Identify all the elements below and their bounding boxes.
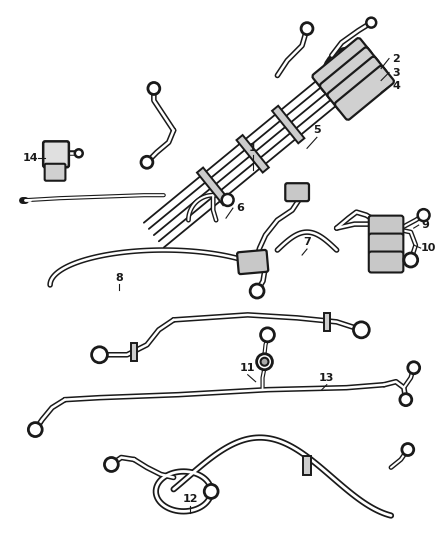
Bar [237, 135, 269, 173]
Text: 11: 11 [240, 363, 255, 373]
Circle shape [104, 457, 118, 472]
Circle shape [141, 156, 153, 168]
Circle shape [257, 354, 272, 370]
Text: 4: 4 [392, 82, 400, 92]
Bar [303, 456, 311, 475]
Circle shape [301, 22, 313, 35]
Circle shape [204, 484, 218, 498]
Circle shape [75, 149, 83, 157]
Circle shape [261, 328, 274, 342]
FancyBboxPatch shape [327, 56, 386, 110]
FancyBboxPatch shape [45, 164, 65, 181]
Text: 10: 10 [421, 243, 436, 253]
Circle shape [353, 322, 369, 338]
Text: 8: 8 [115, 273, 123, 283]
FancyBboxPatch shape [237, 250, 268, 274]
Bar [131, 343, 137, 361]
Circle shape [400, 394, 412, 406]
Text: 12: 12 [183, 495, 198, 504]
Text: 13: 13 [319, 373, 335, 383]
FancyBboxPatch shape [43, 141, 69, 167]
Text: 14: 14 [22, 154, 38, 163]
Text: 1: 1 [249, 143, 257, 154]
Circle shape [402, 443, 414, 456]
Circle shape [261, 358, 268, 366]
Circle shape [366, 18, 376, 28]
Text: 3: 3 [392, 68, 400, 77]
Circle shape [250, 284, 264, 298]
Text: 6: 6 [236, 203, 244, 213]
Text: 5: 5 [313, 125, 321, 135]
Bar [324, 313, 330, 331]
Circle shape [404, 253, 418, 267]
Text: 2: 2 [392, 53, 400, 63]
FancyBboxPatch shape [285, 183, 309, 201]
Circle shape [408, 362, 420, 374]
Circle shape [418, 209, 430, 221]
Circle shape [148, 83, 160, 94]
Text: 9: 9 [422, 220, 430, 230]
Bar [197, 167, 230, 205]
FancyBboxPatch shape [369, 233, 403, 255]
FancyBboxPatch shape [369, 252, 403, 272]
Text: 7: 7 [303, 237, 311, 247]
FancyBboxPatch shape [335, 66, 394, 120]
FancyBboxPatch shape [312, 38, 371, 92]
Circle shape [28, 423, 42, 437]
FancyBboxPatch shape [320, 47, 379, 101]
Bar [272, 106, 304, 143]
FancyBboxPatch shape [369, 216, 403, 237]
Circle shape [92, 347, 107, 363]
Circle shape [222, 194, 233, 206]
